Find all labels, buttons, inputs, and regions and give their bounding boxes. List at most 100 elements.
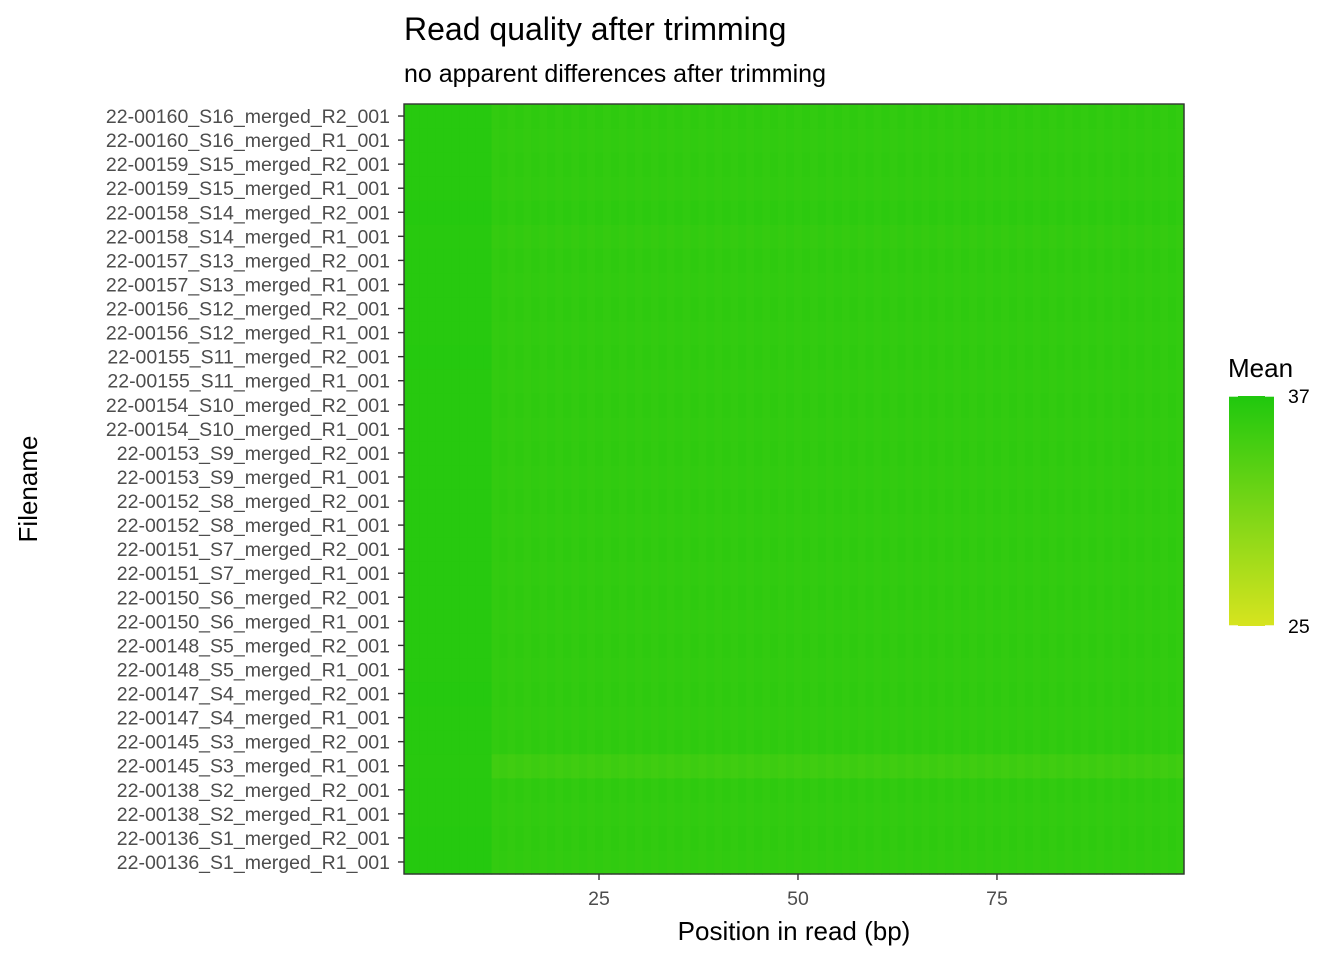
heatmap-cell bbox=[602, 633, 612, 659]
heatmap-cell bbox=[841, 729, 851, 755]
heatmap-cell bbox=[929, 681, 938, 707]
heatmap-cell bbox=[642, 416, 652, 442]
heatmap-cell bbox=[897, 320, 907, 346]
heatmap-cell bbox=[483, 777, 493, 803]
heatmap-cell bbox=[1136, 825, 1145, 851]
heatmap-cell bbox=[977, 537, 986, 562]
heatmap-cell bbox=[435, 152, 445, 177]
heatmap-cell bbox=[913, 561, 922, 586]
heatmap-cell bbox=[754, 416, 763, 442]
heatmap-cell bbox=[443, 296, 453, 322]
heatmap-cell bbox=[610, 200, 620, 225]
heatmap-cell bbox=[794, 729, 803, 755]
heatmap-cell bbox=[1104, 248, 1113, 274]
heatmap-cell bbox=[977, 489, 986, 514]
heatmap-cell bbox=[587, 224, 596, 249]
heatmap-cell bbox=[921, 561, 930, 586]
heatmap-cell bbox=[801, 609, 811, 634]
heatmap-cell bbox=[929, 440, 938, 466]
heatmap-cell bbox=[587, 537, 596, 562]
heatmap-cell bbox=[754, 464, 763, 490]
heatmap-cell bbox=[778, 657, 787, 683]
heatmap-cell bbox=[945, 729, 954, 755]
heatmap-cell bbox=[698, 777, 708, 803]
heatmap-cell bbox=[1104, 513, 1113, 538]
heatmap-cell bbox=[770, 801, 779, 827]
heatmap-cell bbox=[1168, 416, 1177, 442]
heatmap-cell bbox=[451, 681, 461, 707]
heatmap-cell bbox=[618, 320, 628, 346]
heatmap-cell bbox=[491, 585, 501, 610]
heatmap-cell bbox=[483, 152, 493, 177]
heatmap-cell bbox=[698, 128, 708, 153]
heatmap-cell bbox=[889, 296, 899, 322]
heatmap-cell bbox=[992, 777, 1002, 803]
heatmap-cell bbox=[1008, 224, 1018, 249]
heatmap-cell bbox=[674, 104, 684, 129]
heatmap-cell bbox=[1000, 489, 1010, 514]
heatmap-cell bbox=[650, 777, 660, 803]
heatmap-cell bbox=[770, 849, 779, 875]
heatmap-cell bbox=[985, 777, 994, 803]
heatmap-cell bbox=[1152, 464, 1161, 490]
heatmap-cell bbox=[833, 344, 843, 370]
heatmap-cell bbox=[1008, 416, 1018, 442]
heatmap-cell bbox=[762, 248, 771, 274]
heatmap-cell bbox=[411, 513, 421, 538]
heatmap-cell bbox=[499, 320, 509, 346]
heatmap-cell bbox=[1120, 176, 1129, 201]
heatmap-cell bbox=[411, 344, 421, 370]
heatmap-cell bbox=[706, 753, 716, 779]
heatmap-cell bbox=[889, 729, 899, 755]
heatmap-cell bbox=[674, 537, 684, 562]
heatmap-cell bbox=[825, 296, 835, 322]
heatmap-cell bbox=[1128, 464, 1137, 490]
heatmap-cell bbox=[1144, 368, 1153, 394]
heatmap-cell bbox=[841, 152, 851, 177]
heatmap-cell bbox=[475, 224, 485, 249]
heatmap-cell bbox=[499, 392, 509, 418]
heatmap-cell bbox=[1096, 849, 1106, 875]
heatmap-cell bbox=[1120, 320, 1129, 346]
heatmap-cell bbox=[642, 609, 652, 634]
heatmap-cell bbox=[467, 705, 477, 731]
heatmap-cell bbox=[1088, 753, 1098, 779]
heatmap-cell bbox=[531, 705, 540, 731]
heatmap-cell bbox=[722, 296, 731, 322]
heatmap-cell bbox=[754, 561, 763, 586]
heatmap-cell bbox=[595, 801, 604, 827]
heatmap-cell bbox=[1024, 537, 1034, 562]
heatmap-cell bbox=[1024, 368, 1034, 394]
heatmap-cell bbox=[1048, 152, 1058, 177]
heatmap-cell bbox=[515, 416, 524, 442]
heatmap-cell bbox=[1096, 464, 1106, 490]
heatmap-cell bbox=[977, 657, 986, 683]
heatmap-cell bbox=[618, 440, 628, 466]
heatmap-cell bbox=[427, 392, 437, 418]
heatmap-cell bbox=[483, 392, 493, 418]
heatmap-cell bbox=[961, 392, 970, 418]
heatmap-cell bbox=[435, 585, 445, 610]
heatmap-cell bbox=[1128, 176, 1137, 201]
heatmap-cell bbox=[587, 248, 596, 274]
heatmap-cell bbox=[762, 176, 771, 201]
heatmap-cell bbox=[953, 849, 962, 875]
heatmap-cell bbox=[658, 416, 668, 442]
heatmap-cell bbox=[555, 585, 564, 610]
heatmap-cell bbox=[1096, 753, 1106, 779]
heatmap-cell bbox=[937, 128, 946, 153]
heatmap-cell bbox=[666, 489, 676, 514]
heatmap-cell bbox=[499, 224, 509, 249]
heatmap-cell bbox=[531, 176, 540, 201]
heatmap-cell bbox=[595, 200, 604, 225]
heatmap-cell bbox=[1040, 801, 1050, 827]
heatmap-cell bbox=[992, 753, 1002, 779]
heatmap-cell bbox=[1136, 729, 1145, 755]
heatmap-cell bbox=[801, 681, 811, 707]
heatmap-cell bbox=[650, 248, 660, 274]
heatmap-cell bbox=[1152, 561, 1161, 586]
heatmap-cell bbox=[1104, 585, 1113, 610]
heatmap-cell bbox=[634, 272, 644, 298]
heatmap-cell bbox=[1008, 296, 1018, 322]
heatmap-cell bbox=[515, 609, 524, 634]
